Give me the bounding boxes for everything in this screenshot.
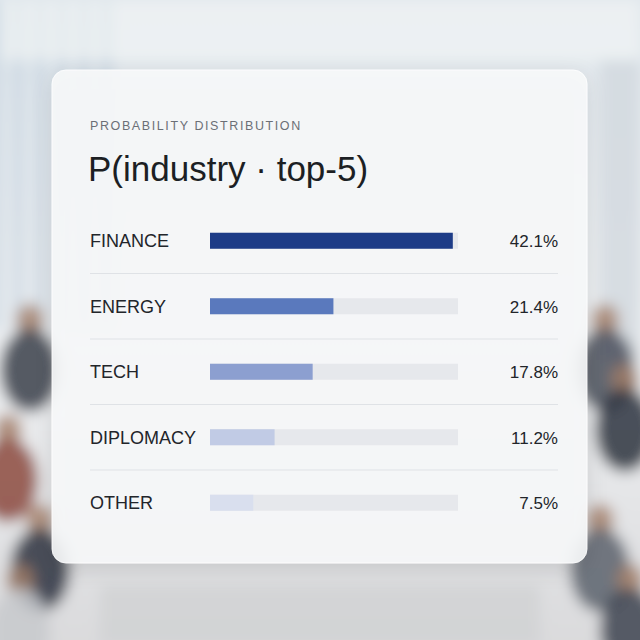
bar-track xyxy=(210,495,458,511)
row-separator xyxy=(90,339,558,340)
data-label: 17.8% xyxy=(510,363,558,382)
bar xyxy=(210,298,333,314)
bar xyxy=(210,364,313,380)
data-label: 11.2% xyxy=(511,429,558,448)
title: P(industry · top-5) xyxy=(88,149,368,188)
row-separator xyxy=(90,470,558,471)
bg-base xyxy=(0,0,640,640)
background xyxy=(0,0,640,640)
bar xyxy=(210,495,253,511)
person-body xyxy=(600,588,640,640)
row-separator xyxy=(90,273,558,274)
data-label: 7.5% xyxy=(519,494,558,513)
bar xyxy=(210,429,275,445)
data-label: 42.1% xyxy=(510,232,558,251)
page: PROBABILITY DISTRIBUTION P(industry · top… xyxy=(0,0,640,640)
row-separator xyxy=(90,404,558,405)
data-label: 21.4% xyxy=(510,298,558,317)
person-body xyxy=(0,328,60,412)
person-body xyxy=(0,588,50,640)
bar-track xyxy=(210,298,458,314)
ceiling xyxy=(0,0,640,60)
floor xyxy=(100,585,540,640)
category-label: TECH xyxy=(90,362,139,382)
category-label: DIPLOMACY xyxy=(90,428,196,448)
bar-track xyxy=(210,429,458,445)
card xyxy=(52,70,587,563)
labels: FINANCE 42.1% ENERGY 21.4% TECH 17.8% DIPLOMAC… xyxy=(90,231,558,513)
bar-track xyxy=(210,233,458,249)
person-body xyxy=(595,388,640,472)
category-label: OTHER xyxy=(90,493,153,513)
category-label: FINANCE xyxy=(90,231,169,251)
bars xyxy=(210,233,453,511)
bar xyxy=(210,233,453,249)
bar-track xyxy=(210,364,458,380)
tracks xyxy=(90,233,558,511)
subtitle: PROBABILITY DISTRIBUTION xyxy=(90,119,302,133)
category-label: ENERGY xyxy=(90,297,166,317)
chart-svg: PROBABILITY DISTRIBUTION P(industry · top… xyxy=(0,0,640,640)
